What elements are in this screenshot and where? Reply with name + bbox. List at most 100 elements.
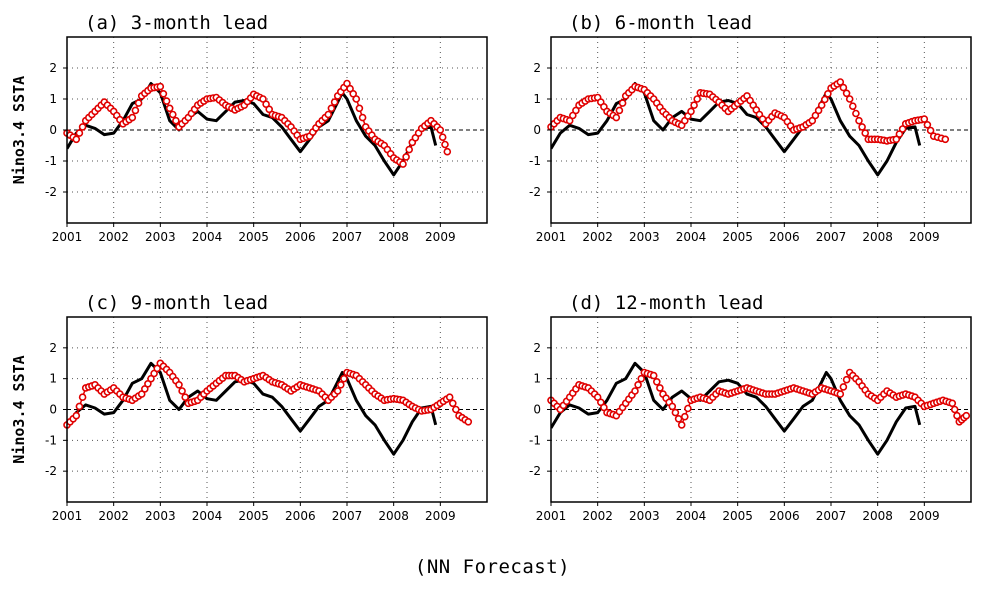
forecast-point xyxy=(327,104,336,113)
forecast-point xyxy=(680,412,689,421)
x-tick-label: 2002 xyxy=(582,230,613,244)
y-tick-label: -1 xyxy=(529,433,541,447)
forecast-point xyxy=(839,83,848,92)
forecast-point xyxy=(340,374,348,383)
forecast-point xyxy=(330,98,339,106)
forecast-point xyxy=(612,113,621,122)
forecast-point xyxy=(405,145,414,154)
forecast-point xyxy=(399,160,407,168)
y-tick-label: -1 xyxy=(45,433,57,447)
forecast-point xyxy=(898,125,907,133)
x-tick-label: 2001 xyxy=(52,509,83,523)
forecast-point xyxy=(618,99,627,107)
forecast-point xyxy=(656,384,664,392)
forecast-point xyxy=(858,123,866,131)
x-tick-label: 2003 xyxy=(145,509,176,523)
panel-title: (d) 12-month lead xyxy=(569,292,763,314)
forecast-point xyxy=(178,387,186,395)
x-tick-label: 2004 xyxy=(192,509,223,523)
forecast-point xyxy=(808,116,817,125)
panel-title: (a) 3-month lead xyxy=(85,12,268,34)
x-tick-label: 2007 xyxy=(816,230,847,244)
x-tick-label: 2007 xyxy=(332,230,363,244)
x-tick-label: 2006 xyxy=(285,230,316,244)
x-tick-label: 2004 xyxy=(192,230,223,244)
forecast-point xyxy=(962,411,971,420)
figure-footer: (NN Forecast) xyxy=(414,556,571,578)
y-axis-label: Nino3.4 SSTA xyxy=(10,76,28,184)
forecast-point xyxy=(690,101,698,109)
forecast-point xyxy=(75,402,84,411)
observed-series-line xyxy=(67,361,438,456)
x-tick-label: 2005 xyxy=(722,230,753,244)
forecast-point xyxy=(324,110,333,119)
y-tick-label: -2 xyxy=(529,464,541,478)
x-tick-label: 2009 xyxy=(909,230,940,244)
forecast-point xyxy=(600,403,608,412)
x-tick-label: 2004 xyxy=(676,509,707,523)
y-axis-label: Nino3.4 SSTA xyxy=(10,355,28,463)
y-tick-label: 0 xyxy=(49,123,57,137)
y-tick-label: 0 xyxy=(49,403,57,417)
forecast-point xyxy=(855,116,863,125)
forecast-point xyxy=(464,417,473,426)
forecast-point xyxy=(842,375,851,384)
forecast-point xyxy=(443,147,452,156)
forecast-point xyxy=(845,95,854,103)
y-tick-label: -2 xyxy=(529,185,541,199)
y-tick-label: 0 xyxy=(533,403,541,417)
forecast-point xyxy=(836,390,845,398)
x-tick-label: 2003 xyxy=(629,509,660,523)
forecast-point xyxy=(75,129,84,137)
y-tick-label: -1 xyxy=(529,154,541,168)
forecast-point xyxy=(892,135,901,144)
forecast-point xyxy=(814,106,823,115)
forecast-point xyxy=(78,393,87,402)
y-tick-label: 2 xyxy=(533,61,541,75)
x-tick-label: 2001 xyxy=(536,230,567,244)
panel-title: (c) 9-month lead xyxy=(85,292,268,314)
forecast-point xyxy=(842,89,851,98)
forecast-point xyxy=(131,106,140,115)
forecast-point xyxy=(948,399,957,408)
y-tick-label: 2 xyxy=(49,61,57,75)
y-tick-label: 0 xyxy=(533,123,541,137)
forecast-point xyxy=(941,135,950,144)
x-tick-label: 2007 xyxy=(816,509,847,523)
forecast-point xyxy=(836,78,845,86)
forecast-point xyxy=(895,130,904,138)
forecast-point xyxy=(156,82,165,91)
x-tick-label: 2005 xyxy=(722,509,753,523)
x-tick-label: 2008 xyxy=(378,509,409,523)
forecast-point xyxy=(572,106,580,115)
x-tick-label: 2008 xyxy=(862,509,893,523)
x-tick-label: 2005 xyxy=(238,230,269,244)
forecast-point xyxy=(128,113,137,122)
forecast-point xyxy=(336,380,345,389)
forecast-point xyxy=(839,383,848,391)
forecast-point xyxy=(820,95,829,104)
forecast-point xyxy=(852,109,860,118)
chart-panel-4: 2001 2002 2003 2004 2005 2006 2007 2008 2009 2 1 0 -… xyxy=(529,292,972,523)
x-tick-label: 2006 xyxy=(285,509,316,523)
x-tick-label: 2002 xyxy=(98,230,129,244)
forecast-point xyxy=(445,393,454,402)
chart-panel-2: 2001 2002 2003 2004 2005 2006 2007 2008 2009 2 1 0 -… xyxy=(529,12,972,244)
x-tick-label: 2007 xyxy=(332,509,363,523)
forecast-point xyxy=(358,113,367,122)
forecast-point xyxy=(671,408,680,417)
forecast-point xyxy=(674,414,683,423)
forecast-point xyxy=(441,140,449,149)
forecast-point xyxy=(169,110,177,119)
forecast-point xyxy=(923,121,932,129)
forecast-point xyxy=(438,133,447,141)
forecast-point xyxy=(861,129,870,137)
x-tick-label: 2004 xyxy=(676,230,707,244)
forecast-point xyxy=(175,380,183,389)
x-tick-label: 2001 xyxy=(536,509,567,523)
forecast-point xyxy=(355,104,364,113)
forecast-point xyxy=(134,99,143,107)
x-tick-label: 2008 xyxy=(862,230,893,244)
x-tick-label: 2006 xyxy=(769,230,800,244)
